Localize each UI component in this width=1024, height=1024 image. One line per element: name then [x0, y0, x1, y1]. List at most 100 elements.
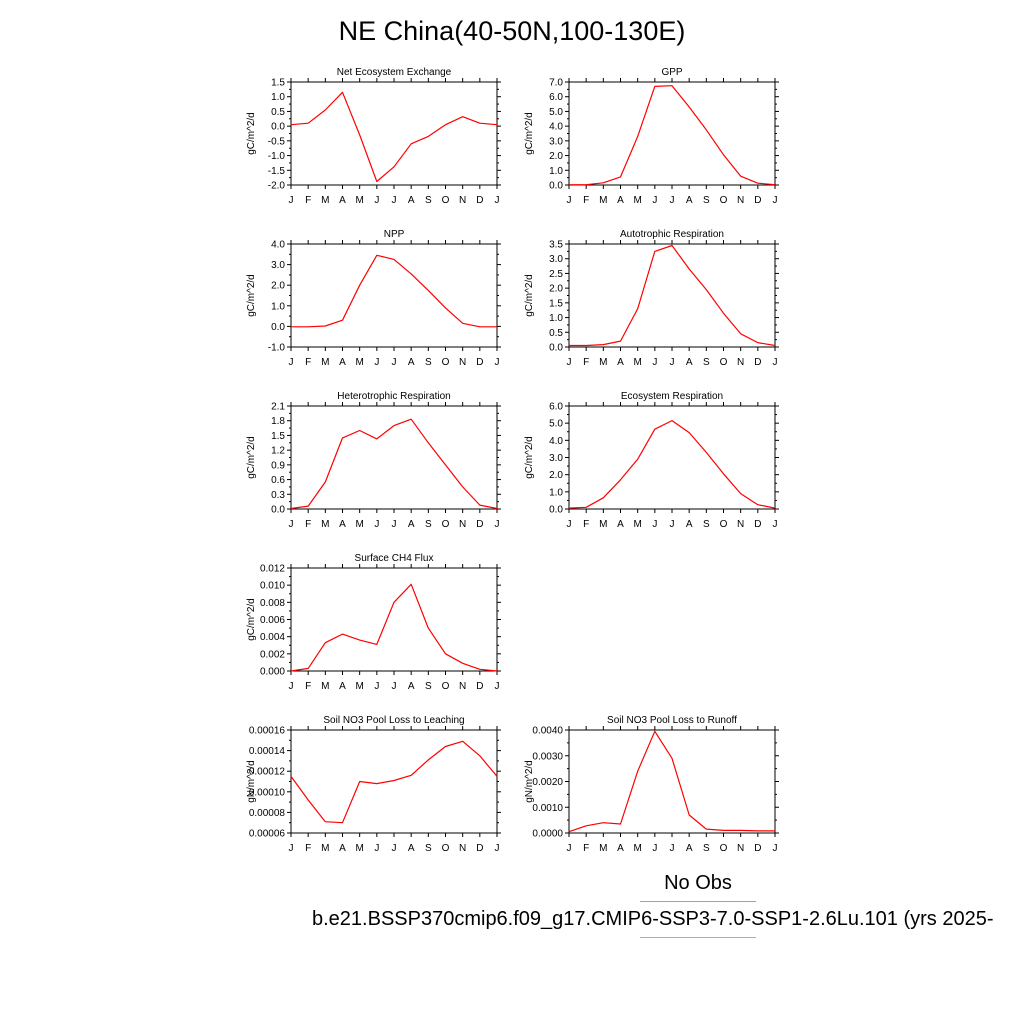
- plot-frame: [290, 567, 498, 672]
- y-axis-label: gN/m^2/d: [524, 760, 535, 803]
- y-tick-label: 6.0: [549, 402, 563, 413]
- y-tick-label: 1.5: [549, 298, 563, 309]
- x-tick-label: J: [670, 843, 675, 854]
- x-tick-label: A: [408, 195, 415, 206]
- y-tick-label: 0.00010: [249, 787, 286, 798]
- y-tick-label: 0.0: [549, 505, 563, 516]
- x-tick-label: J: [773, 195, 778, 206]
- x-tick-label: S: [703, 357, 710, 368]
- x-tick-label: J: [374, 195, 379, 206]
- plot-frame: [568, 81, 776, 186]
- y-tick-label: 1.2: [271, 446, 285, 457]
- x-tick-label: O: [442, 195, 450, 206]
- x-tick-label: N: [737, 195, 744, 206]
- chart-title: Surface CH4 Flux: [355, 553, 434, 564]
- x-tick-label: M: [321, 843, 329, 854]
- x-tick-label: M: [633, 357, 641, 368]
- x-tick-label: N: [459, 681, 466, 692]
- x-tick-label: M: [355, 519, 363, 530]
- x-tick-label: S: [425, 843, 432, 854]
- y-tick-label: 1.5: [271, 431, 285, 442]
- y-axis-label: gC/m^2/d: [246, 598, 257, 641]
- y-axis-label: gC/m^2/d: [524, 274, 535, 317]
- y-tick-label: 0.012: [260, 564, 285, 575]
- y-tick-label: 2.5: [549, 269, 563, 280]
- chart-title: Ecosystem Respiration: [621, 391, 723, 402]
- x-tick-label: J: [289, 357, 294, 368]
- x-tick-label: O: [720, 357, 728, 368]
- x-tick-label: J: [567, 519, 572, 530]
- series-line: [290, 740, 498, 824]
- x-tick-label: F: [305, 357, 311, 368]
- y-tick-label: 3.0: [549, 453, 563, 464]
- x-tick-label: D: [754, 843, 761, 854]
- y-tick-label: 0.5: [271, 107, 285, 118]
- page-title: NE China(40-50N,100-130E): [338, 16, 686, 46]
- x-tick-label: J: [289, 195, 294, 206]
- y-tick-label: 0.00014: [249, 746, 286, 757]
- y-tick-label: 0.0: [271, 322, 285, 333]
- x-tick-label: J: [652, 357, 657, 368]
- x-tick-label: F: [305, 195, 311, 206]
- x-tick-label: N: [459, 195, 466, 206]
- chart-title: Soil NO3 Pool Loss to Runoff: [607, 715, 737, 726]
- y-tick-label: 4.0: [549, 122, 563, 133]
- x-tick-label: O: [442, 357, 450, 368]
- y-tick-label: 0.9: [271, 460, 285, 471]
- x-tick-label: J: [392, 519, 397, 530]
- x-tick-label: J: [495, 519, 500, 530]
- x-tick-label: D: [754, 357, 761, 368]
- x-tick-label: S: [425, 519, 432, 530]
- chart-panel: Ecosystem Respiration gC/m^2/d 6.0 5.0 4.0 3.…: [524, 391, 779, 530]
- x-tick-label: A: [686, 195, 693, 206]
- legend-run-label: b.e21.BSSP370cmip6.f09_g17.CMIP6-SSP3-7.…: [312, 908, 994, 930]
- x-tick-label: J: [289, 843, 294, 854]
- x-tick-label: A: [686, 843, 693, 854]
- x-tick-label: F: [583, 843, 589, 854]
- y-tick-label: -1.5: [268, 166, 286, 177]
- x-tick-label: J: [392, 681, 397, 692]
- x-tick-label: J: [495, 843, 500, 854]
- x-tick-label: A: [339, 357, 346, 368]
- series-line: [568, 420, 776, 509]
- x-tick-label: J: [773, 519, 778, 530]
- y-tick-label: 0.00008: [249, 808, 286, 819]
- x-tick-label: M: [321, 681, 329, 692]
- x-tick-label: D: [476, 195, 483, 206]
- chart-title: Heterotrophic Respiration: [337, 391, 450, 402]
- x-tick-label: A: [339, 195, 346, 206]
- x-tick-label: A: [408, 519, 415, 530]
- y-axis-label: gN/m^2/d: [246, 760, 257, 803]
- x-tick-label: A: [339, 519, 346, 530]
- x-tick-label: D: [476, 843, 483, 854]
- y-tick-label: 2.1: [271, 402, 285, 413]
- legend-obs-label: No Obs: [664, 872, 732, 894]
- x-tick-label: J: [495, 357, 500, 368]
- y-axis-label: gC/m^2/d: [524, 112, 535, 155]
- y-tick-label: 0.0: [271, 122, 285, 133]
- legend-obs-line: [640, 901, 756, 902]
- chart-panel: Soil NO3 Pool Loss to LeachinggN/m^2/d0.…: [246, 715, 501, 854]
- plot-frame: [290, 81, 498, 186]
- plot-frame: [568, 405, 776, 510]
- series-line: [291, 254, 497, 328]
- y-tick-label: 0.0020: [532, 777, 563, 788]
- x-tick-label: J: [392, 843, 397, 854]
- x-tick-label: N: [459, 519, 466, 530]
- y-tick-label: -0.5: [268, 136, 286, 147]
- y-axis-label: gC/m^2/d: [246, 274, 257, 317]
- y-tick-label: 0.010: [260, 581, 285, 592]
- x-tick-label: J: [374, 519, 379, 530]
- x-tick-label: F: [583, 519, 589, 530]
- plot-frame: [568, 729, 776, 834]
- x-tick-label: M: [633, 843, 641, 854]
- y-tick-label: 0.0000: [532, 829, 563, 840]
- x-tick-label: A: [339, 843, 346, 854]
- x-tick-label: A: [617, 195, 624, 206]
- x-tick-label: M: [355, 681, 363, 692]
- series-line: [290, 418, 498, 510]
- x-tick-label: M: [599, 357, 607, 368]
- x-tick-label: J: [374, 843, 379, 854]
- y-tick-label: 0.002: [260, 649, 285, 660]
